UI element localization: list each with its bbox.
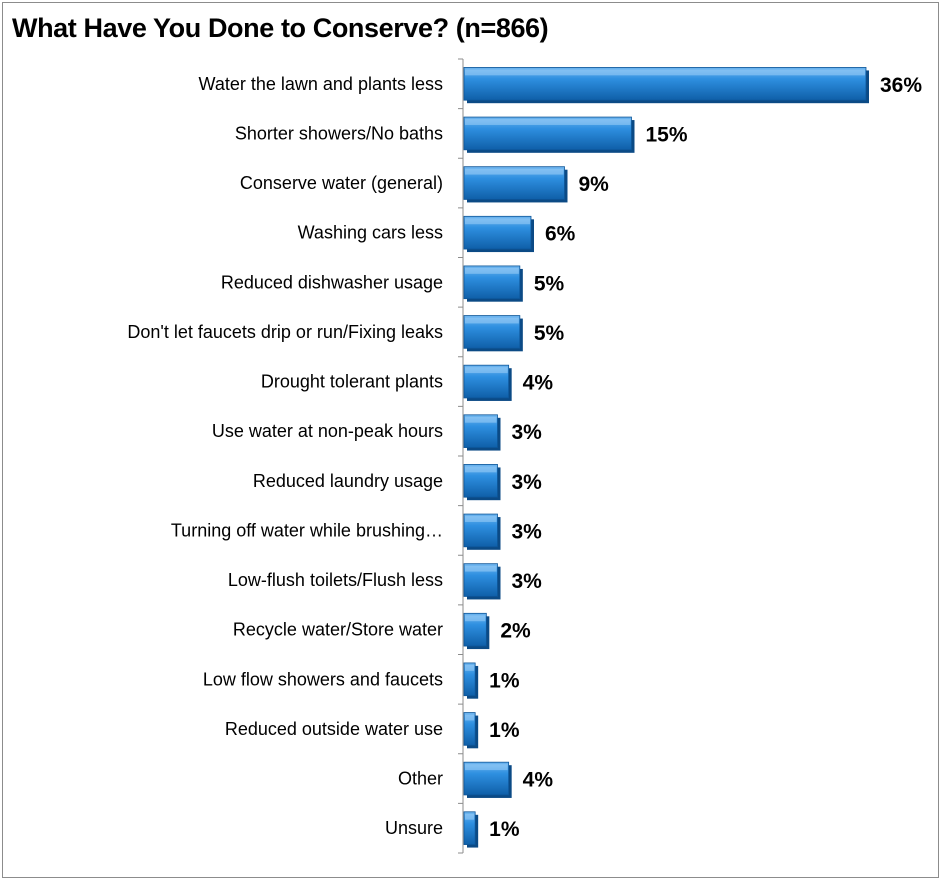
category-label: Drought tolerant plants <box>261 372 443 392</box>
bar-highlight <box>465 416 497 423</box>
value-label: 6% <box>545 223 576 246</box>
category-label: Low-flush toilets/Flush less <box>228 570 443 590</box>
value-label: 4% <box>523 372 554 395</box>
value-label: 1% <box>489 669 520 692</box>
category-label: Low flow showers and faucets <box>203 669 443 689</box>
bar <box>463 761 512 798</box>
bar-highlight <box>465 664 475 671</box>
bar-highlight <box>465 466 497 473</box>
bar-highlight <box>465 565 497 572</box>
category-label: Other <box>398 769 443 789</box>
chart-title: What Have You Done to Conserve? (n=866) <box>12 13 549 43</box>
axis-layer <box>458 58 464 854</box>
bar <box>463 166 568 203</box>
bar <box>463 265 523 302</box>
bar <box>463 464 501 501</box>
bar-highlight <box>465 367 508 374</box>
bar <box>463 712 479 749</box>
value-label: 5% <box>534 322 565 345</box>
category-label: Washing cars less <box>298 223 443 243</box>
bar-highlight <box>465 714 475 721</box>
category-label: Unsure <box>385 818 443 838</box>
value-label: 3% <box>512 471 543 494</box>
bar-rect <box>463 662 476 697</box>
value-label: 36% <box>880 74 922 97</box>
bar <box>463 414 501 451</box>
value-label: 3% <box>512 520 543 543</box>
bar-highlight <box>465 317 519 324</box>
category-label: Reduced laundry usage <box>253 471 443 491</box>
bar-rect <box>463 612 487 647</box>
bar <box>463 811 479 848</box>
bar <box>463 563 501 600</box>
bar-rect <box>463 712 476 746</box>
bar-highlight <box>465 218 530 225</box>
value-label: 1% <box>489 719 520 742</box>
category-label: Recycle water/Store water <box>233 620 443 640</box>
bar <box>463 215 534 253</box>
value-label: 5% <box>534 272 565 295</box>
bar-highlight <box>465 119 631 125</box>
label-layer: Water the lawn and plants less 36% Shorter… <box>127 74 922 841</box>
category-label: Reduced outside water use <box>225 719 443 739</box>
bar-highlight <box>465 615 486 622</box>
value-label: 9% <box>579 173 610 196</box>
category-label: Shorter showers/No baths <box>235 123 443 143</box>
bar-highlight <box>465 168 564 175</box>
value-label: 1% <box>489 818 520 841</box>
category-label: Conserve water (general) <box>240 173 443 193</box>
bar-highlight <box>465 764 508 771</box>
value-label: 3% <box>512 570 543 593</box>
bar <box>463 364 512 401</box>
bar <box>463 513 501 550</box>
bar-highlight <box>465 267 519 274</box>
bar-rect <box>463 811 476 845</box>
bar <box>463 67 869 104</box>
bar-highlight <box>465 69 865 76</box>
category-label: Turning off water while brushing… <box>171 520 443 540</box>
bar-highlight <box>465 516 497 522</box>
bar <box>463 116 635 153</box>
bar-layer <box>463 67 869 848</box>
category-label: Use water at non-peak hours <box>212 421 443 441</box>
category-label: Reduced dishwasher usage <box>221 272 443 292</box>
bar <box>463 315 523 352</box>
bar <box>463 662 479 699</box>
category-label: Water the lawn and plants less <box>199 74 443 94</box>
value-label: 15% <box>646 123 688 146</box>
value-label: 2% <box>500 620 531 643</box>
bar-highlight <box>465 813 475 820</box>
value-label: 3% <box>512 421 543 444</box>
category-label: Don't let faucets drip or run/Fixing lea… <box>127 322 443 342</box>
value-label: 4% <box>523 769 554 792</box>
bar <box>463 612 490 650</box>
